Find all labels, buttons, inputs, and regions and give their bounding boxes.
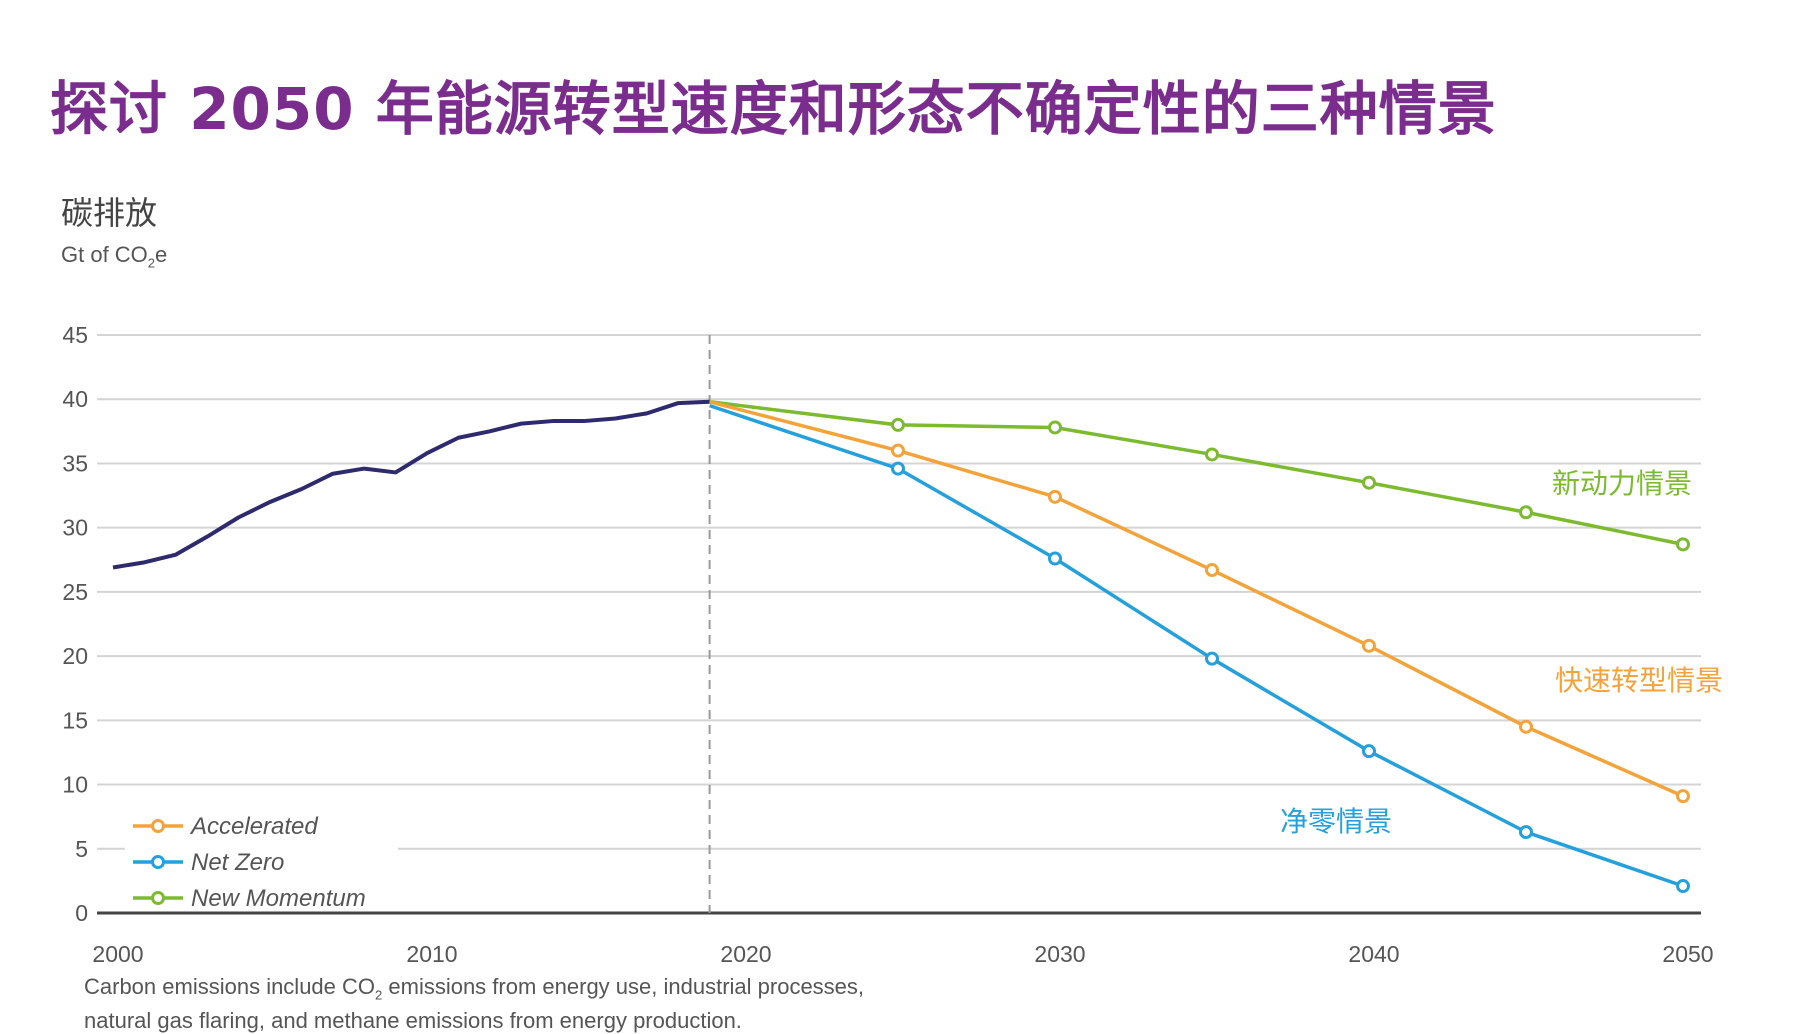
legend-marker-icon — [151, 855, 165, 869]
y-tick-label: 40 — [62, 386, 88, 412]
x-tick-label: 2010 — [406, 941, 457, 967]
net-zero-point — [1519, 825, 1533, 840]
legend-marker-icon — [151, 819, 165, 833]
accelerated-line — [709, 400, 1684, 798]
x-tick-label: 2030 — [1034, 941, 1085, 967]
y-tick-label: 30 — [62, 515, 88, 541]
y-tick-label: 15 — [62, 707, 88, 733]
legend-item-net-zero: Net Zero — [133, 849, 284, 876]
legend-marker-icon — [151, 891, 165, 905]
footnote-line1-post: emissions from energy use, industrial pr… — [382, 974, 865, 999]
y-tick-label: 20 — [62, 643, 88, 669]
new-momentum-point — [1519, 505, 1533, 520]
chart-subtitle: 碳排放 — [61, 194, 158, 232]
net-zero-label: 净零情景 — [1280, 805, 1392, 838]
footnote-sub: 2 — [375, 987, 383, 1003]
net-zero-point — [891, 461, 905, 476]
y-tick-label: 35 — [62, 450, 88, 476]
net-zero-point — [1048, 551, 1062, 566]
net-zero-point — [1676, 879, 1690, 894]
x-tick-labels: 2000 2010 2020 2030 2040 2050 — [92, 941, 1713, 967]
units-post: e — [155, 242, 168, 267]
x-tick-label: 2050 — [1662, 941, 1713, 967]
new-momentum-point — [1205, 447, 1219, 462]
y-tick-label: 5 — [75, 836, 88, 862]
accelerated-point — [1519, 719, 1533, 734]
legend: Accelerated Net Zero New Momentum — [133, 813, 366, 912]
net-zero-point — [1205, 651, 1219, 666]
x-tick-label: 2000 — [92, 941, 143, 967]
gridlines — [97, 334, 1701, 915]
accelerated-point — [1048, 489, 1062, 504]
legend-label: Net Zero — [191, 849, 284, 876]
legend-label: New Momentum — [191, 885, 366, 912]
y-tick-labels: 0 5 10 15 20 25 30 35 40 45 — [62, 322, 88, 926]
x-tick-label: 2040 — [1348, 941, 1399, 967]
historical-line — [112, 399, 710, 570]
units-sub: 2 — [147, 255, 156, 271]
units-pre: Gt of CO — [61, 242, 148, 267]
accelerated-point — [891, 443, 905, 458]
accelerated-point — [1676, 789, 1690, 804]
y-tick-label: 25 — [62, 579, 88, 605]
y-tick-label: 10 — [62, 772, 88, 798]
y-tick-label: 0 — [75, 900, 88, 926]
net-zero-line — [709, 403, 1684, 888]
footnote-line2: natural gas flaring, and methane emissio… — [84, 1008, 742, 1034]
legend-item-accelerated: Accelerated — [133, 813, 318, 840]
y-tick-label: 45 — [62, 322, 88, 348]
new-momentum-label: 新动力情景 — [1552, 467, 1692, 500]
legend-label: Accelerated — [189, 813, 318, 840]
net-zero-point — [1362, 744, 1376, 759]
series-lines — [112, 399, 1690, 894]
new-momentum-point — [891, 417, 905, 432]
new-momentum-point — [1362, 475, 1376, 490]
footnote: Carbon emissions include CO2 emissions f… — [84, 974, 1064, 1034]
accelerated-point — [1362, 638, 1376, 653]
x-tick-label: 2020 — [720, 941, 771, 967]
footnote-line1-pre: Carbon emissions include CO — [84, 974, 376, 999]
accelerated-label: 快速转型情景 — [1555, 664, 1723, 697]
new-momentum-point — [1048, 420, 1062, 435]
new-momentum-line — [709, 400, 1684, 547]
accelerated-point — [1205, 563, 1219, 578]
legend-item-new-momentum: New Momentum — [133, 885, 366, 912]
new-momentum-point — [1676, 537, 1690, 552]
page-title: 探讨 2050 年能源转型速度和形态不确定性的三种情景 — [50, 75, 1497, 143]
units-label: Gt of CO2e — [61, 242, 167, 270]
